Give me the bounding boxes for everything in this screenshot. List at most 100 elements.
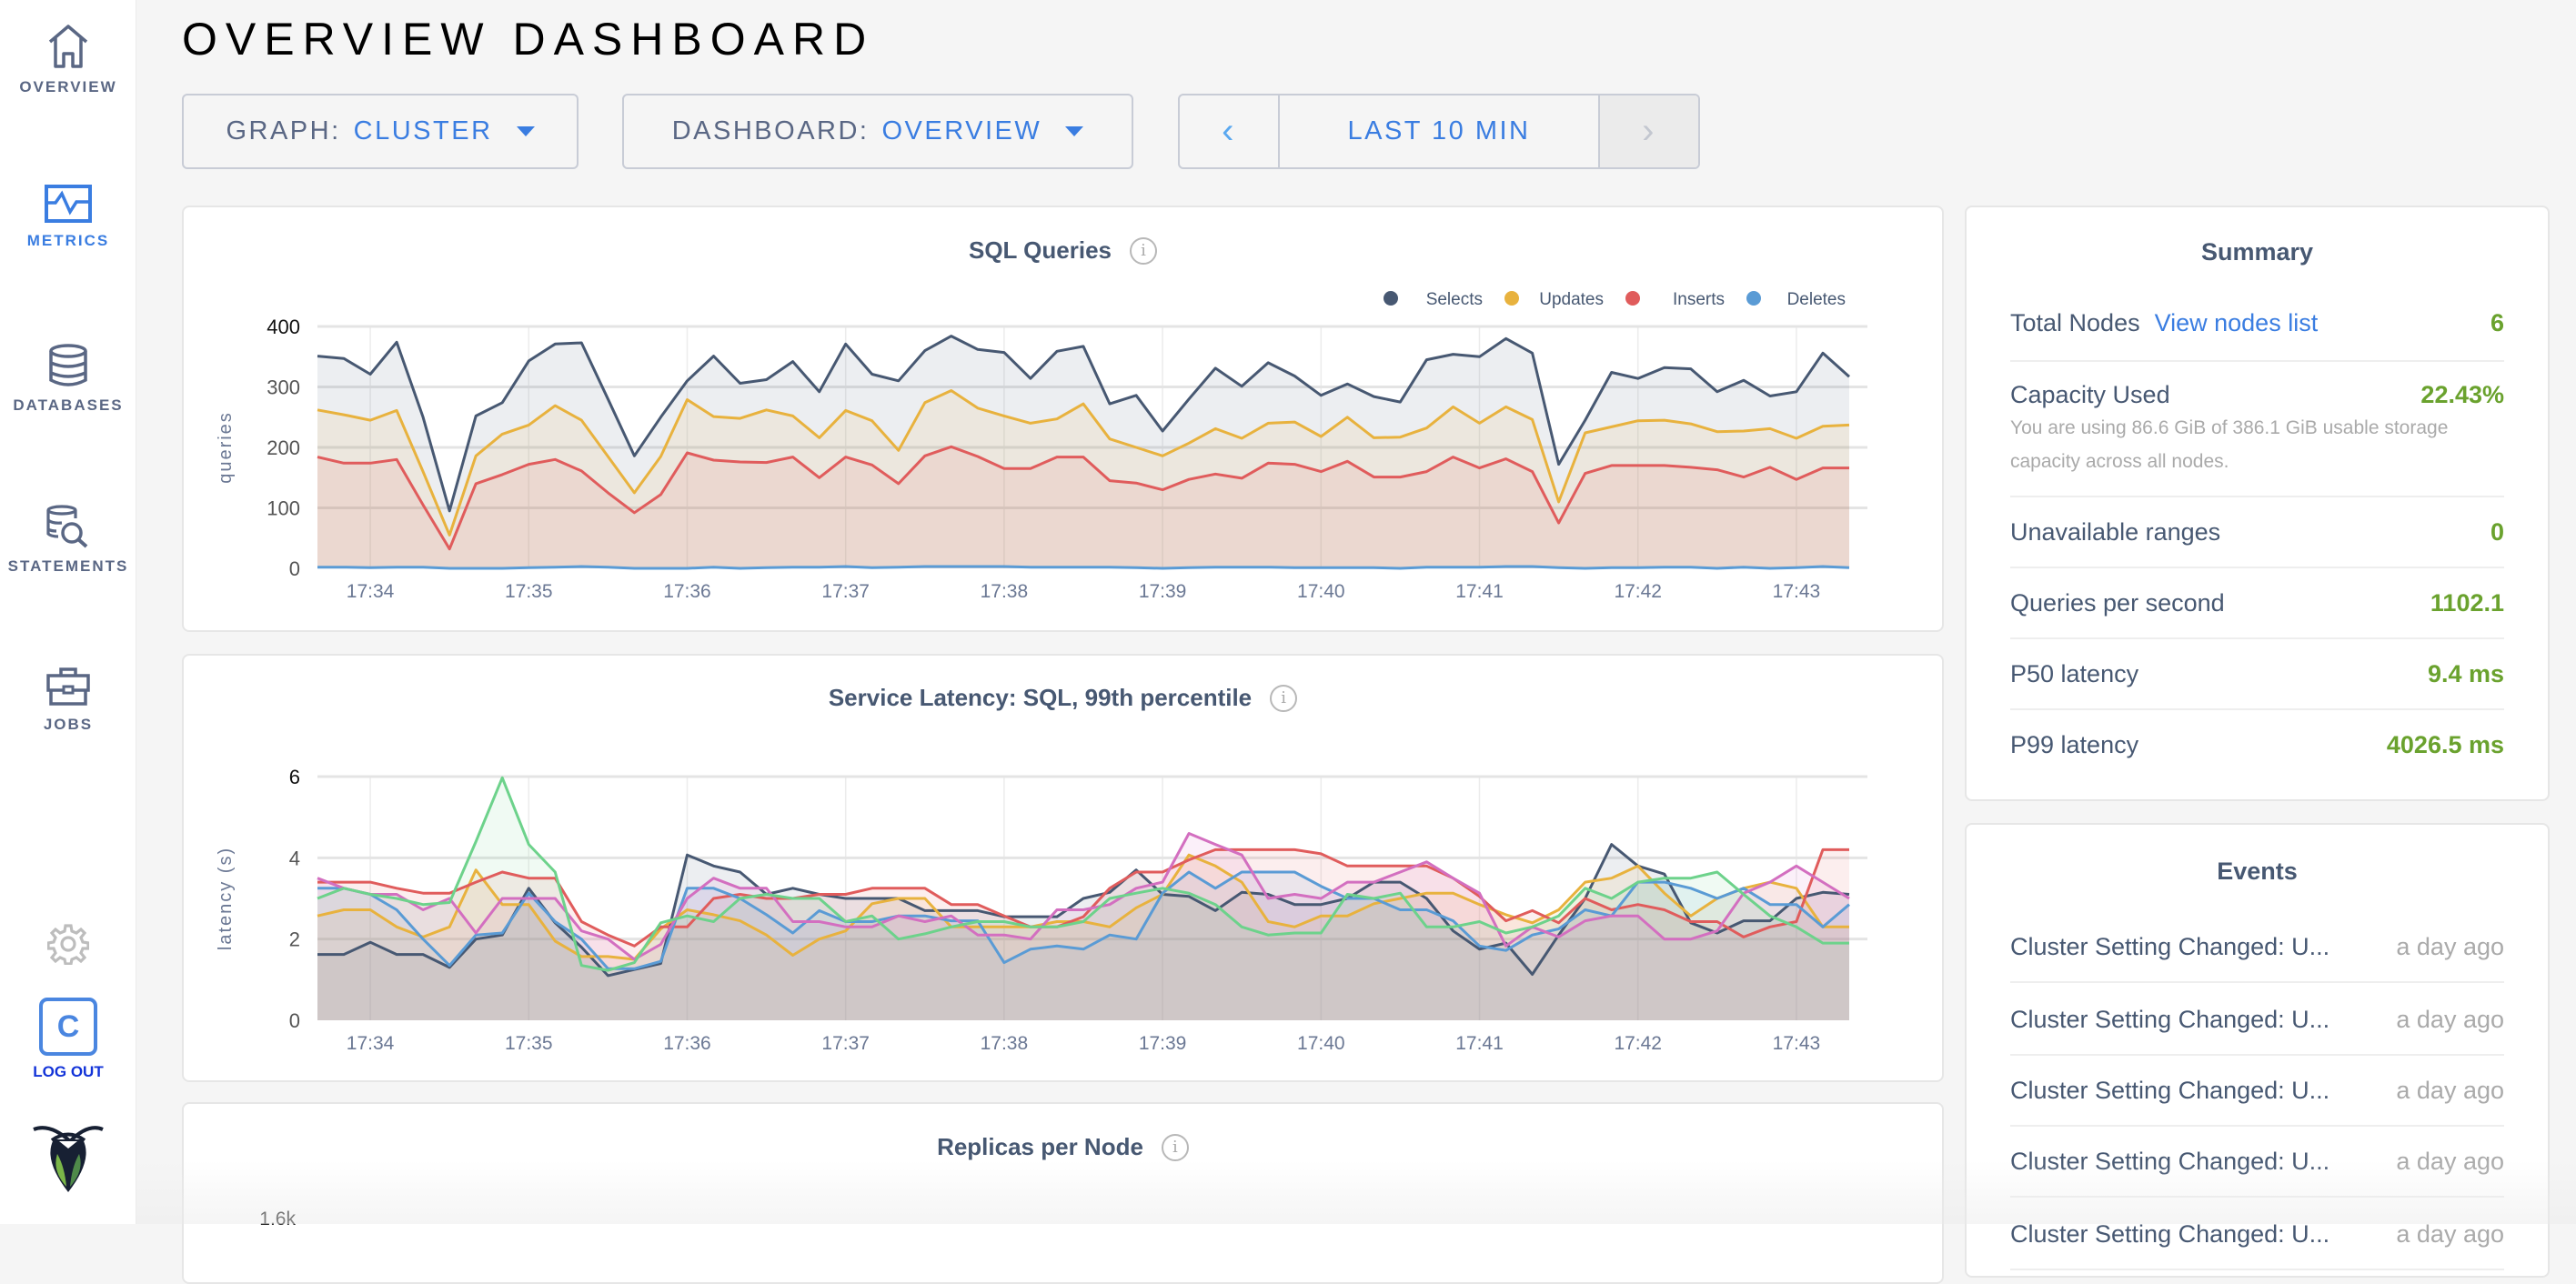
x-tick-label: 17:42 (1614, 581, 1662, 602)
legend-label: Inserts (1673, 290, 1725, 309)
x-tick-label: 17:36 (663, 581, 711, 602)
page-title: OVERVIEW DASHBOARD (182, 13, 874, 65)
x-tick-label: 17:43 (1773, 1033, 1821, 1054)
legend-dot (1625, 291, 1640, 306)
sidebar-item-metrics[interactable]: METRICS (0, 185, 136, 250)
user-avatar[interactable]: C (39, 998, 97, 1056)
event-item[interactable]: Cluster Setting Changed: U...a day ago (2010, 1056, 2504, 1127)
cockroach-logo (0, 1123, 136, 1196)
dashboard-dropdown[interactable]: DASHBOARD: OVERVIEW (622, 94, 1133, 169)
series-line-deletes[interactable] (317, 567, 1849, 568)
settings-button[interactable] (0, 923, 136, 965)
next-time-button[interactable]: › (1598, 95, 1698, 167)
event-age: a day ago (2396, 1220, 2504, 1249)
unavailable-value: 0 (2490, 518, 2504, 547)
info-icon[interactable]: i (1162, 1134, 1189, 1161)
qps-label: Queries per second (2010, 589, 2225, 617)
capacity-value: 22.43% (2420, 381, 2504, 409)
gear-icon (47, 923, 89, 965)
capacity-note: You are using 86.6 GiB of 386.1 GiB usab… (2010, 411, 2504, 478)
event-text: Cluster Setting Changed: U... (2010, 1006, 2329, 1034)
caret-down-icon (1065, 126, 1083, 136)
x-tick-label: 17:35 (505, 581, 553, 602)
y-tick-label: 0 (289, 1009, 300, 1032)
dashboard-dropdown-label: DASHBOARD: (672, 116, 870, 146)
sidebar: OVERVIEW METRICS DATABASES STATEMENTS JO… (0, 0, 136, 1224)
legend-dot (1384, 291, 1398, 306)
logout-button[interactable]: C LOG OUT (0, 998, 136, 1081)
briefcase-icon (45, 667, 91, 707)
x-tick-label: 17:38 (981, 1033, 1029, 1054)
x-tick-label: 17:37 (821, 581, 870, 602)
x-tick-label: 17:42 (1614, 1033, 1662, 1054)
p50-value: 9.4 ms (2428, 660, 2504, 688)
chevron-right-icon: › (1642, 111, 1656, 152)
qps-value: 1102.1 (2430, 589, 2504, 617)
event-item[interactable]: Cluster Setting Changed: U...a day ago (2010, 912, 2504, 983)
service-latency-card: Service Latency: SQL, 99th percentile i … (182, 654, 1944, 1082)
dashboard-dropdown-value: OVERVIEW (881, 116, 1041, 146)
x-tick-label: 17:39 (1139, 581, 1187, 602)
sidebar-item-overview[interactable]: OVERVIEW (0, 24, 136, 96)
time-range-label[interactable]: LAST 10 MIN (1280, 95, 1598, 167)
x-tick-label: 17:37 (821, 1033, 870, 1054)
summary-row-qps: Queries per second 1102.1 (2010, 589, 2504, 639)
sidebar-item-jobs[interactable]: JOBS (0, 667, 136, 734)
legend-dot (1504, 291, 1519, 306)
y-tick-label: 4 (289, 847, 300, 869)
x-tick-label: 17:41 (1455, 1033, 1504, 1054)
metrics-icon (45, 185, 92, 223)
p99-value: 4026.5 ms (2387, 731, 2504, 759)
sidebar-item-label: STATEMENTS (0, 557, 136, 576)
summary-row-capacity: Capacity Used 22.43% You are using 86.6 … (2010, 381, 2504, 497)
statements-icon (45, 505, 91, 548)
y-tick-label: 200 (267, 436, 300, 459)
events-title: Events (1967, 858, 2548, 886)
home-icon (46, 24, 90, 69)
x-tick-label: 17:43 (1773, 581, 1821, 602)
summary-row-unavailable: Unavailable ranges 0 (2010, 518, 2504, 568)
x-tick-label: 17:38 (981, 581, 1029, 602)
sidebar-item-label: OVERVIEW (0, 78, 136, 96)
summary-row-p50: P50 latency 9.4 ms (2010, 660, 2504, 710)
x-tick-label: 17:34 (347, 581, 395, 602)
y-tick-label: 2 (289, 928, 300, 951)
event-item[interactable]: Cluster Setting Changed: U... a day ago (2010, 985, 2504, 1056)
total-nodes-label: Total Nodes (2010, 309, 2140, 336)
event-age: a day ago (2396, 1006, 2504, 1034)
legend-dot (1746, 291, 1761, 306)
prev-time-button[interactable]: ‹ (1180, 95, 1280, 167)
y-axis-label: queries (216, 411, 236, 484)
y-tick-label: 6 (289, 766, 300, 788)
y-tick-label: 400 (267, 316, 300, 338)
legend-label: Updates (1539, 290, 1604, 309)
cockroach-logo-icon (32, 1123, 105, 1196)
sidebar-item-statements[interactable]: STATEMENTS (0, 505, 136, 576)
view-nodes-link[interactable]: View nodes list (2155, 309, 2319, 336)
legend-label: Selects (1426, 290, 1483, 309)
unavailable-label: Unavailable ranges (2010, 518, 2220, 546)
y-tick-label: 0 (289, 557, 300, 580)
x-tick-label: 17:40 (1297, 581, 1345, 602)
legend-label: Deletes (1787, 290, 1846, 309)
p50-label: P50 latency (2010, 660, 2138, 687)
graph-dropdown-value: CLUSTER (354, 116, 493, 146)
legend-item: Deletes (1746, 290, 1846, 309)
legend-item: Selects (1384, 290, 1483, 309)
p99-label: P99 latency (2010, 731, 2138, 758)
graph-dropdown-label: GRAPH: (226, 116, 340, 146)
capacity-label: Capacity Used (2010, 381, 2170, 408)
sidebar-item-databases[interactable]: DATABASES (0, 344, 136, 415)
event-text: Cluster Setting Changed: U... (2010, 1220, 2329, 1249)
summary-row-p99: P99 latency 4026.5 ms (2010, 731, 2504, 781)
event-text: Cluster Setting Changed: U... (2010, 933, 2329, 961)
y-tick-label: 300 (267, 376, 300, 399)
sidebar-item-label: DATABASES (0, 396, 136, 415)
legend-item: Updates (1504, 290, 1604, 309)
graph-dropdown[interactable]: GRAPH: CLUSTER (182, 94, 579, 169)
logout-label[interactable]: LOG OUT (0, 1063, 136, 1081)
